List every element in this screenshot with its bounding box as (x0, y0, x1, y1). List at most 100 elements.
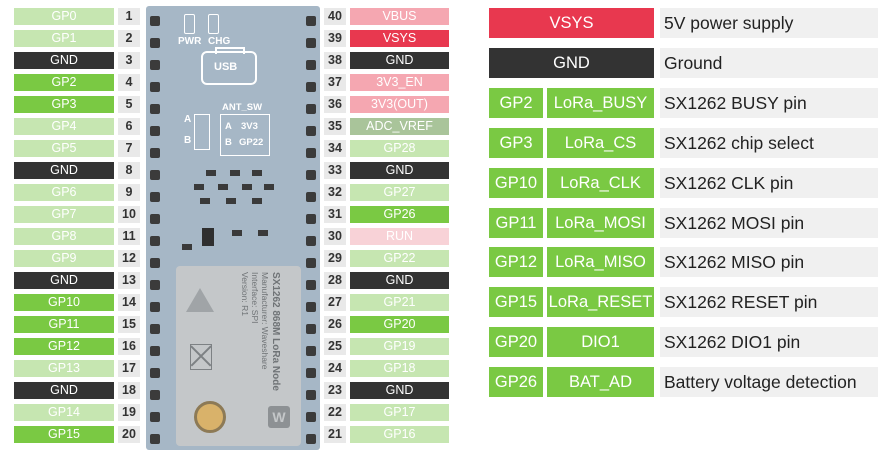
pin-number: 15 (118, 316, 140, 333)
header-hole (150, 148, 160, 158)
pin-number: 7 (118, 140, 140, 157)
pin-number: 5 (118, 96, 140, 113)
legend-description: SX1262 chip select (660, 127, 878, 158)
header-hole (150, 258, 160, 268)
ufl-antenna-connector-icon (194, 401, 226, 433)
header-hole (150, 192, 160, 202)
ant-a-label: A (184, 114, 192, 125)
pin-number: 35 (324, 118, 346, 135)
pin-number: 25 (324, 338, 346, 355)
header-hole (150, 324, 160, 334)
header-hole (150, 38, 160, 48)
pin-number: 11 (118, 228, 140, 245)
header-hole (150, 346, 160, 356)
ant-switch-table: A 3V3 B GP22 (220, 114, 270, 156)
legend-gp-pin: GP20 (489, 327, 543, 358)
legend-description: SX1262 MISO pin (660, 247, 878, 278)
smd-component (242, 184, 252, 190)
pin-label: GND (350, 52, 449, 69)
legend-function: LoRa_CS (547, 127, 654, 158)
pin-number: 33 (324, 162, 346, 179)
legend-description: Ground (660, 47, 878, 78)
pin-number: 14 (118, 294, 140, 311)
smd-component (252, 170, 262, 176)
header-hole (306, 38, 316, 48)
pin-number: 36 (324, 96, 346, 113)
pin-label: GND (350, 272, 449, 289)
chg-label: CHG (208, 36, 231, 47)
header-hole (306, 104, 316, 114)
pin-label: GND (14, 382, 114, 399)
chg-led-icon (208, 14, 219, 34)
legend-function: LoRa_BUSY (547, 87, 654, 118)
header-hole (150, 390, 160, 400)
header-hole (150, 412, 160, 422)
pin-number: 23 (324, 382, 346, 399)
header-hole (306, 214, 316, 224)
ant-sw-label: ANT_SW (222, 102, 263, 113)
smd-component (182, 244, 192, 250)
smd-component (194, 184, 204, 190)
header-hole (150, 236, 160, 246)
pin-number: 10 (118, 206, 140, 223)
pico-lora-board: PWR CHG USB A B ANT_SW A 3V3 B GP22 SX12… (146, 6, 320, 450)
header-hole (306, 280, 316, 290)
ant-switch-resistors (194, 114, 210, 150)
pin-number: 9 (118, 184, 140, 201)
header-hole (150, 214, 160, 224)
legend-gp-pin: GP15 (489, 287, 543, 318)
header-hole (306, 412, 316, 422)
pin-number: 18 (118, 382, 140, 399)
pin-label: GP11 (14, 316, 114, 333)
pin-label: GND (14, 272, 114, 289)
pin-label: GP27 (350, 184, 449, 201)
header-hole (306, 236, 316, 246)
pin-label: RUN (350, 228, 449, 245)
pin-number: 19 (118, 404, 140, 421)
ant-b-value: GP22 (239, 137, 264, 148)
pin-label: VBUS (350, 8, 449, 25)
smd-component (252, 198, 262, 204)
pin-label: GP15 (14, 426, 114, 443)
pwr-led-icon (184, 14, 195, 34)
pin-number: 28 (324, 272, 346, 289)
header-hole (306, 368, 316, 378)
legend-gp-pin: GP3 (489, 127, 543, 158)
pin-label: GP26 (350, 206, 449, 223)
smd-component (226, 198, 236, 204)
pin-number: 21 (324, 426, 346, 443)
pin-number: 32 (324, 184, 346, 201)
header-hole (150, 170, 160, 180)
header-hole (306, 434, 316, 444)
regulator-chip-icon (202, 228, 214, 246)
legend-gp-pin: GP11 (489, 207, 543, 238)
module-version: Version: R1 (240, 272, 250, 316)
pin-label: GP14 (14, 404, 114, 421)
pin-label: GP7 (14, 206, 114, 223)
pin-label: GP22 (350, 250, 449, 267)
pin-label: GP3 (14, 96, 114, 113)
header-hole (306, 126, 316, 136)
pin-number: 4 (118, 74, 140, 91)
pin-label: GP4 (14, 118, 114, 135)
smd-component (206, 170, 216, 176)
header-hole (306, 324, 316, 334)
header-hole (150, 16, 160, 26)
header-hole (150, 126, 160, 136)
usb-label: USB (214, 61, 238, 73)
pin-number: 12 (118, 250, 140, 267)
header-hole (306, 390, 316, 400)
warning-triangle-icon (186, 288, 214, 312)
waveshare-logo-icon: W (268, 406, 290, 428)
pin-number: 17 (118, 360, 140, 377)
smd-component (264, 184, 274, 190)
usb-connector-icon: USB (201, 47, 257, 85)
pin-number: 37 (324, 74, 346, 91)
pin-number: 2 (118, 30, 140, 47)
header-hole (306, 170, 316, 180)
pin-number: 29 (324, 250, 346, 267)
header-hole (150, 82, 160, 92)
pin-label: GP12 (14, 338, 114, 355)
header-hole (306, 60, 316, 70)
pin-label: GP0 (14, 8, 114, 25)
